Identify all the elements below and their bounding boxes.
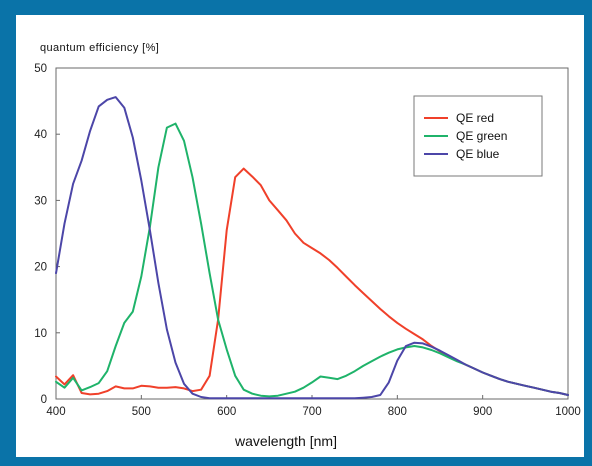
x-tick-label: 500 [132, 406, 151, 418]
qe-chart: quantum efficiency [%] wavelength [nm] 4… [34, 42, 581, 449]
x-tick-label: 600 [217, 406, 236, 418]
x-tick-label: 400 [46, 406, 65, 418]
series-line-qe-red [55, 167, 569, 396]
y-tick-label: 40 [34, 129, 47, 141]
y-tick-label: 50 [34, 63, 47, 75]
chart-panel: quantum efficiency [%] wavelength [nm] 4… [16, 15, 584, 457]
y-tick-label: 0 [41, 394, 47, 406]
legend: QE red QE green QE blue [413, 95, 543, 177]
x-tick-label: 800 [388, 406, 407, 418]
x-tick-label: 1000 [555, 406, 581, 418]
legend-label: QE green [456, 129, 507, 143]
y-tick-label: 10 [34, 328, 47, 340]
legend-label: QE blue [456, 147, 500, 161]
y-axis-title: quantum efficiency [%] [40, 42, 159, 54]
plot-area: 400 500 600 700 800 900 1000 0 10 20 30 40 50 [34, 63, 581, 418]
x-tick-label: 900 [473, 406, 492, 418]
y-tick-label: 20 [34, 262, 47, 274]
legend-label: QE red [456, 111, 494, 125]
y-tick-label: 30 [34, 195, 47, 207]
x-tick-label: 700 [302, 406, 321, 418]
series-line-qe-blue [55, 96, 569, 400]
x-axis-title: wavelength [nm] [234, 433, 337, 449]
